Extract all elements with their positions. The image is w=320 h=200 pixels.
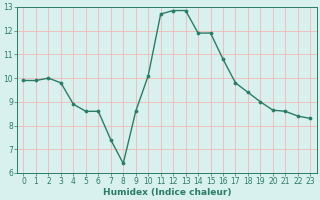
X-axis label: Humidex (Indice chaleur): Humidex (Indice chaleur) bbox=[103, 188, 231, 197]
